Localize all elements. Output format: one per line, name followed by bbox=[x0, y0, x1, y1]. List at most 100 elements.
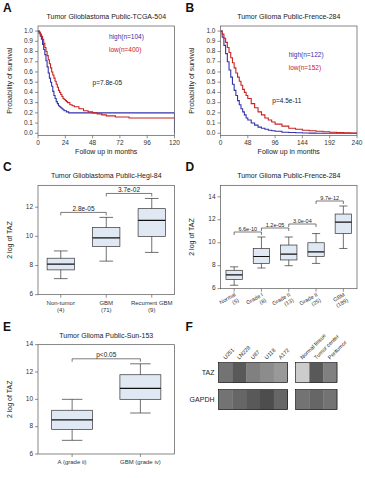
band-cell bbox=[219, 390, 233, 410]
x-tick bbox=[275, 135, 276, 138]
y-tick-label: 10 bbox=[26, 395, 34, 402]
x-tick bbox=[329, 135, 330, 138]
panel-label: E bbox=[3, 320, 11, 334]
whisker-low bbox=[72, 429, 73, 440]
whisker-high bbox=[106, 217, 107, 227]
cap-low bbox=[54, 278, 68, 279]
y-tick-label: 12 bbox=[26, 368, 34, 375]
x-label: Follow up in months bbox=[75, 148, 138, 156]
y-tick-label: 0.7 bbox=[206, 57, 215, 64]
box bbox=[52, 410, 93, 429]
x-tick bbox=[106, 295, 107, 298]
whisker-low bbox=[261, 263, 262, 268]
x-tick-label: GBM(189) bbox=[332, 291, 350, 308]
bracket bbox=[234, 232, 261, 235]
y-label: Probability of survival bbox=[6, 47, 14, 114]
title: Tumor Glioma Public-Sun-153 bbox=[59, 332, 153, 339]
x-tick bbox=[72, 454, 73, 457]
plot-frame bbox=[221, 26, 358, 135]
band-cell bbox=[274, 363, 288, 383]
box bbox=[120, 375, 161, 400]
cap-low bbox=[257, 268, 265, 269]
y-tick-label: 12 bbox=[26, 203, 34, 210]
panel-label: D bbox=[186, 160, 195, 174]
x-tick-label-line: Non-tumor bbox=[47, 300, 75, 306]
y-tick bbox=[218, 31, 221, 32]
p-value: 3.7e-02 bbox=[118, 186, 140, 193]
x-tick-label: 48 bbox=[89, 139, 97, 146]
whisker-low bbox=[151, 236, 152, 252]
bracket bbox=[106, 193, 152, 196]
x-tick-label: 144 bbox=[297, 139, 308, 146]
box bbox=[308, 243, 324, 257]
y-tick bbox=[35, 51, 38, 52]
panel: DTumor Glioma Public-Frence-2842 log of … bbox=[186, 160, 358, 312]
cap-high bbox=[62, 399, 82, 400]
y-tick-label: 0.0 bbox=[24, 129, 33, 136]
band-cell bbox=[260, 390, 274, 410]
plot-area bbox=[47, 198, 165, 278]
y-tick bbox=[218, 123, 221, 124]
x-tick-label-line: Recurrent GBM bbox=[131, 300, 173, 306]
blot-frame bbox=[219, 363, 288, 383]
p-value: 6.6e-10 bbox=[238, 226, 257, 232]
x-tick-label: Recurrent GBM(9) bbox=[131, 300, 173, 313]
x-tick-label-line: GBM bbox=[99, 300, 113, 306]
y-tick bbox=[218, 82, 221, 83]
y-tick bbox=[35, 426, 38, 427]
y-tick bbox=[35, 372, 38, 373]
blot-frame bbox=[296, 390, 337, 410]
whisker-low bbox=[316, 257, 317, 264]
background bbox=[0, 0, 365, 478]
x-tick-label: 0 bbox=[219, 139, 223, 146]
cap-high bbox=[285, 237, 293, 238]
y-label: Probability of survival bbox=[188, 47, 196, 114]
median bbox=[226, 274, 242, 275]
y-tick bbox=[35, 41, 38, 42]
x-tick bbox=[92, 135, 93, 138]
x-tick bbox=[119, 135, 120, 138]
box bbox=[47, 258, 74, 270]
y-tick bbox=[35, 71, 38, 72]
cap-low bbox=[130, 413, 150, 414]
y-tick-label: 0.0 bbox=[206, 129, 215, 136]
median bbox=[93, 237, 120, 238]
annotation: p=7.8e-05 bbox=[93, 79, 123, 87]
y-tick bbox=[35, 112, 38, 113]
plot-area bbox=[226, 206, 352, 285]
survival-curve bbox=[38, 31, 175, 118]
panel: ETumor Glioma Public-Sun-1532 log of TAZ… bbox=[3, 320, 175, 465]
p-value: 3.0e-04 bbox=[293, 218, 312, 224]
x-tick-label: 96 bbox=[144, 139, 152, 146]
median bbox=[52, 419, 93, 420]
y-tick bbox=[218, 51, 221, 52]
y-label: 2 log of TAZ bbox=[6, 221, 14, 259]
y-tick-label: 0.9 bbox=[24, 37, 33, 44]
x-tick bbox=[174, 135, 175, 138]
plot-frame bbox=[38, 345, 175, 454]
cap-high bbox=[257, 237, 265, 238]
y-tick-label: 0.6 bbox=[206, 68, 215, 75]
x-tick-label: 120 bbox=[169, 139, 180, 146]
x-tick-label: Grade II(25) bbox=[298, 291, 322, 312]
y-tick-label: 8 bbox=[29, 422, 33, 429]
median bbox=[253, 256, 269, 257]
panel-label: B bbox=[186, 1, 195, 15]
x-tick-label-line: (4) bbox=[57, 307, 64, 313]
y-tick bbox=[35, 61, 38, 62]
median bbox=[138, 220, 165, 221]
median bbox=[47, 263, 74, 264]
y-tick-label: 10 bbox=[26, 232, 34, 239]
blot-frame bbox=[219, 390, 288, 410]
box bbox=[335, 214, 351, 234]
x-tick-label: 48 bbox=[244, 139, 252, 146]
whisker-high bbox=[234, 267, 235, 270]
whisker-low bbox=[288, 260, 289, 266]
y-tick bbox=[35, 102, 38, 103]
x-tick bbox=[247, 135, 248, 138]
y-tick-label: 0.7 bbox=[24, 57, 33, 64]
panel-label: F bbox=[186, 320, 193, 334]
y-tick bbox=[35, 344, 38, 345]
lane-label: LN228 bbox=[236, 345, 252, 361]
x-tick-label: 96 bbox=[271, 139, 279, 146]
